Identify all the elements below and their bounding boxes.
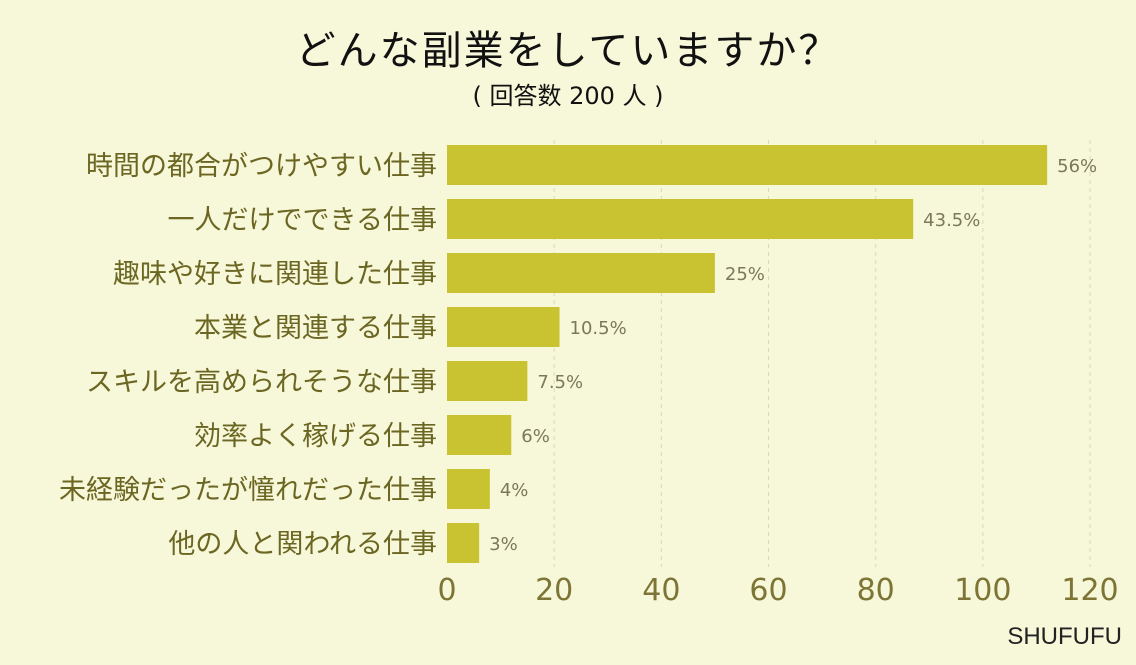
value-label: 4%	[500, 480, 529, 501]
bar	[447, 307, 560, 347]
bar	[447, 469, 490, 509]
value-label: 3%	[489, 534, 518, 555]
value-label: 43.5%	[923, 210, 980, 231]
bar	[447, 523, 480, 563]
category-label: スキルを高められそうな仕事	[86, 367, 437, 398]
bar	[447, 253, 715, 293]
watermark: SHUFUFU	[1007, 623, 1122, 650]
category-label: 一人だけでできる仕事	[168, 205, 437, 236]
x-tick-label: 0	[437, 573, 456, 608]
x-tick-label: 120	[1061, 573, 1118, 608]
chart-title: どんな副業をしていますか？	[295, 28, 841, 74]
category-label: 未経験だったが憧れだった仕事	[59, 475, 437, 506]
category-label: 効率よく稼げる仕事	[194, 421, 437, 452]
value-label: 6%	[521, 426, 550, 447]
bar	[447, 415, 512, 455]
bar	[447, 361, 528, 401]
x-tick-label: 80	[857, 573, 895, 608]
category-label: 時間の都合がつけやすい仕事	[86, 151, 437, 182]
bar	[447, 145, 1048, 185]
x-tick-label: 100	[954, 573, 1011, 608]
category-label: 趣味や好きに関連した仕事	[113, 259, 437, 290]
value-label: 10.5%	[570, 318, 627, 339]
x-tick-label: 20	[535, 573, 573, 608]
category-label: 本業と関連する仕事	[194, 313, 437, 344]
chart-subtitle: ( 回答数 200 人 )	[472, 82, 664, 110]
value-label: 7.5%	[537, 372, 583, 393]
value-label: 56%	[1057, 156, 1097, 177]
x-tick-label: 60	[749, 573, 787, 608]
value-label: 25%	[725, 264, 765, 285]
x-tick-label: 40	[642, 573, 680, 608]
category-label: 他の人と関われる仕事	[168, 529, 437, 560]
bar	[447, 199, 914, 239]
